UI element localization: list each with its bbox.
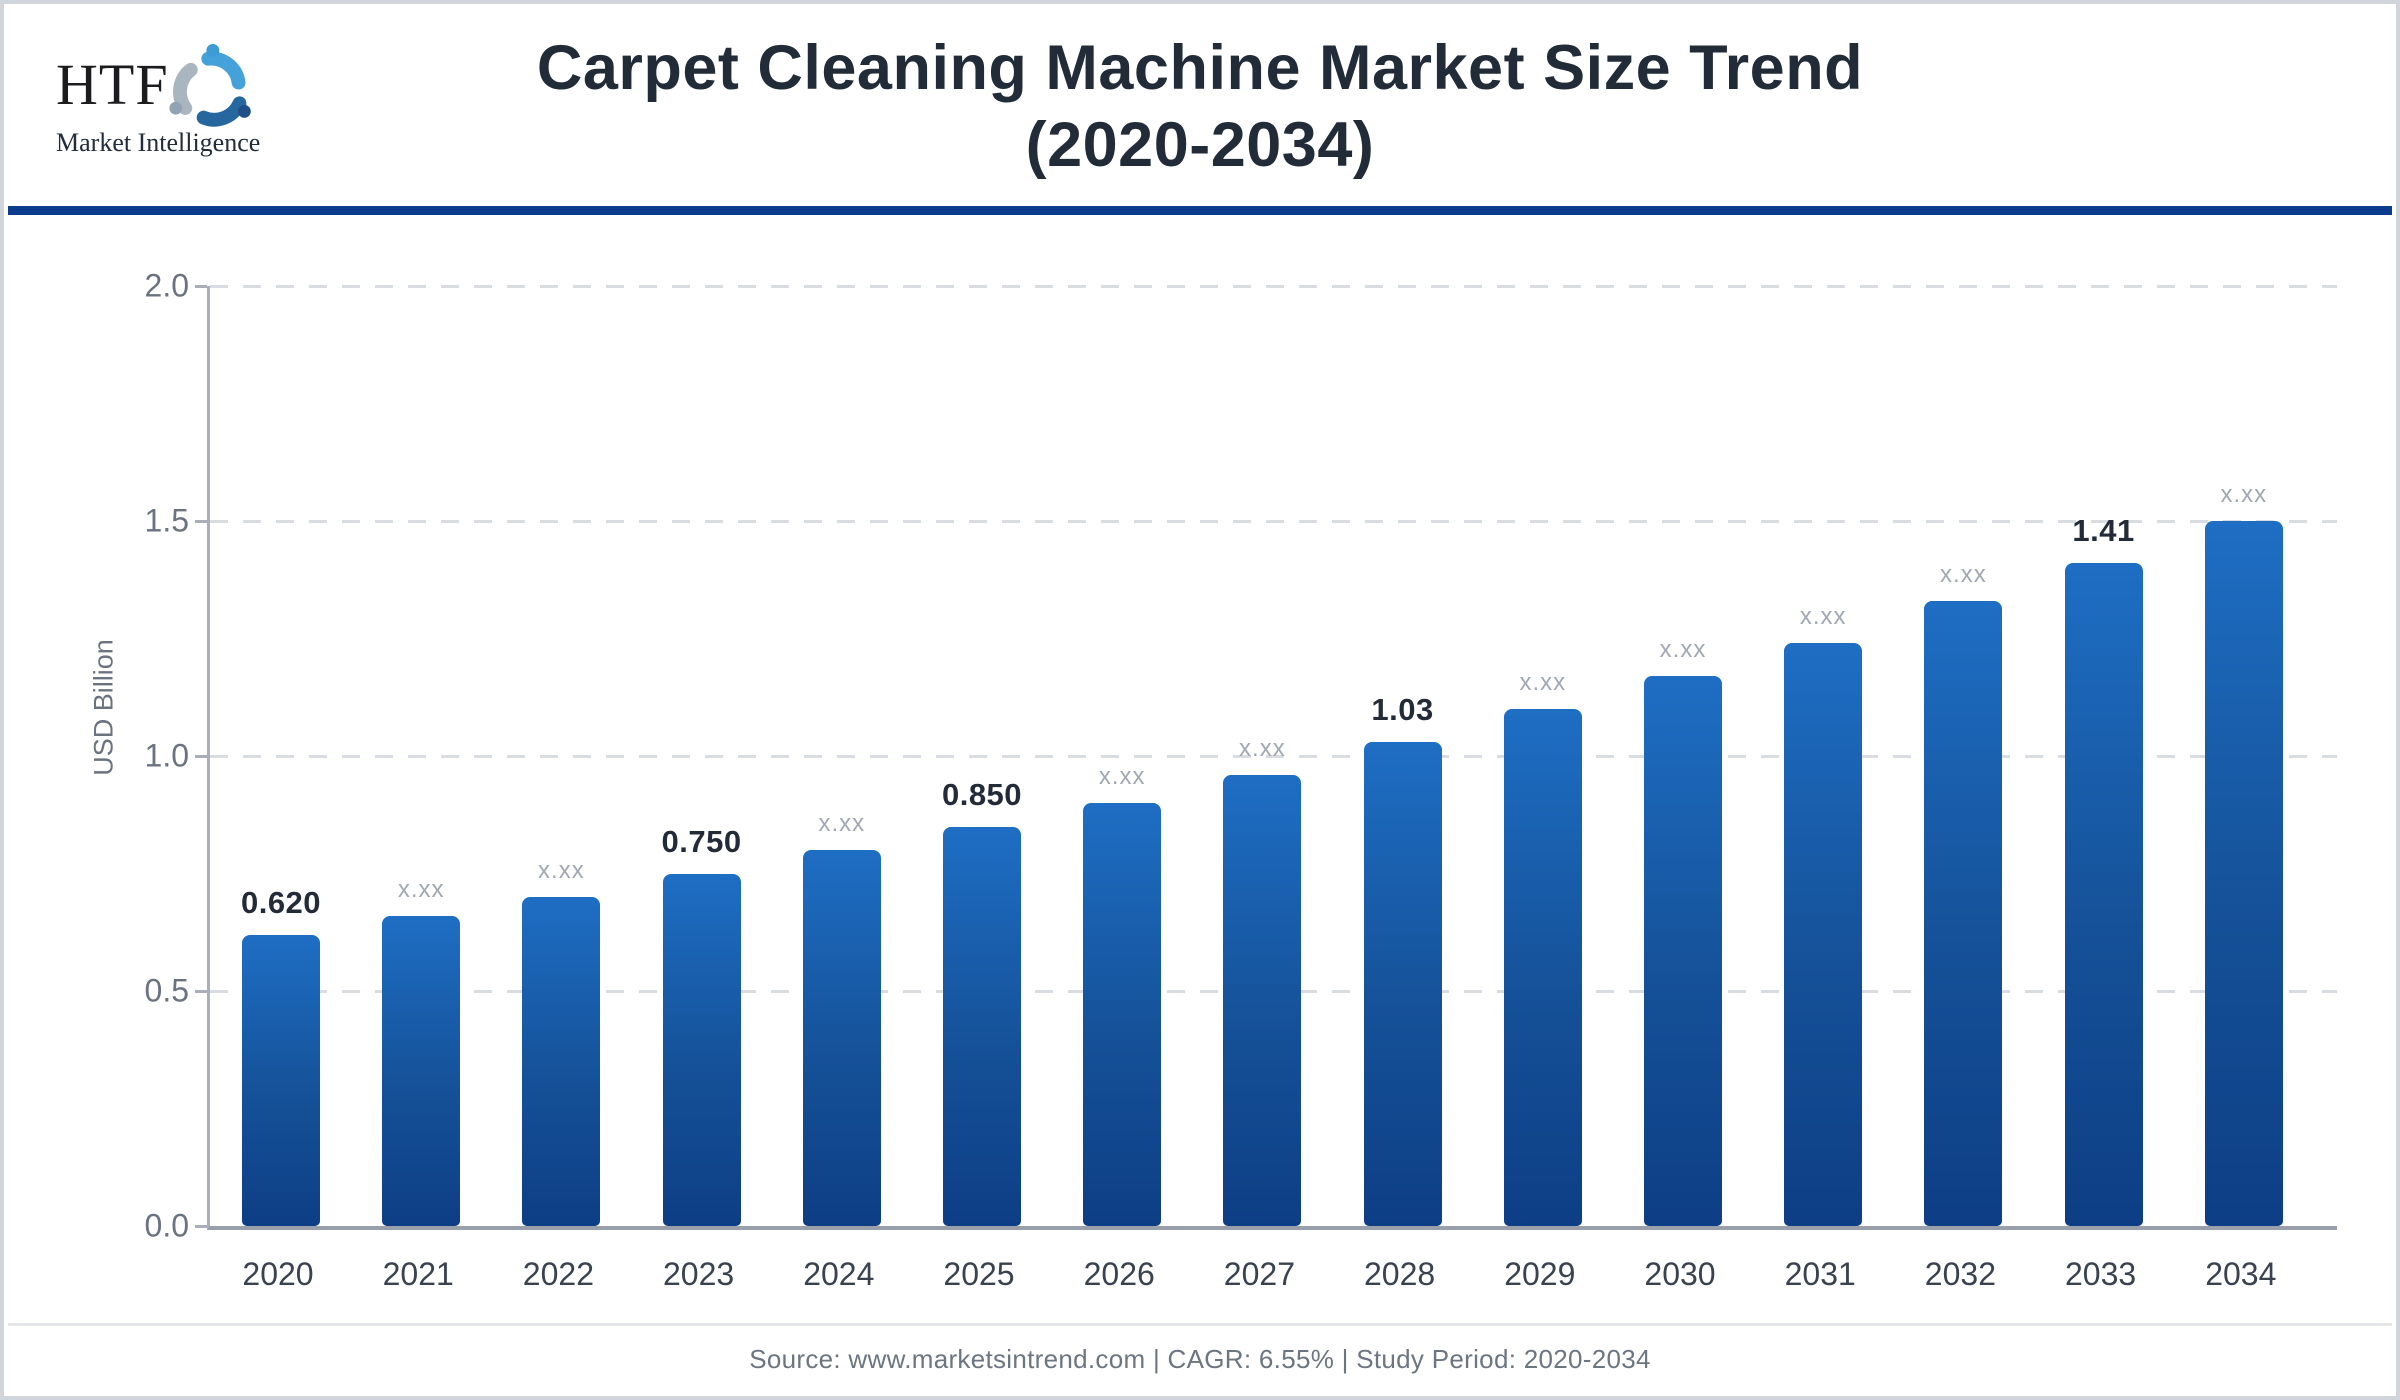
bar-value-label-2022: x.xx [538, 857, 585, 884]
bar-value-label-2028: 1.03 [1371, 691, 1434, 727]
bar-value-label-2030: x.xx [1659, 636, 1707, 664]
bar-value-label-2025: 0.850 [941, 776, 1023, 812]
x-axis-label-2034: 2034 [2205, 1256, 2277, 1292]
y-tick-mark [195, 755, 207, 758]
bar-2023 [662, 873, 741, 1226]
bar-2024 [802, 850, 881, 1226]
x-axis-label-2033: 2033 [2065, 1256, 2137, 1292]
x-axis-label-2020: 2020 [242, 1256, 314, 1292]
chart-title: Carpet Cleaning Machine Market Size Tren… [4, 30, 2396, 184]
bar-chart: USD Billion 0.620 x.xx x.xx 0.750 x.xx 0.850 x… [4, 4, 2396, 1396]
bar-2021 [382, 915, 461, 1226]
bar-value-label-2026: x.xx [1098, 763, 1146, 790]
bar-value-label-2023: 0.750 [661, 823, 742, 859]
y-tick-label-0.5: 0.5 [144, 972, 189, 1009]
x-axis-label-2030: 2030 [1644, 1256, 1716, 1292]
y-tick-label-0.0: 0.0 [144, 1207, 189, 1244]
logo-acronym: HTF [56, 52, 169, 117]
bar-value-label-2024: x.xx [818, 810, 866, 837]
y-tick-label-2.0: 2.0 [144, 267, 189, 304]
x-axis-label-2026: 2026 [1083, 1256, 1155, 1292]
bar-value-label-2020: 0.620 [240, 884, 322, 920]
y-tick-mark [195, 285, 207, 288]
x-axis-label-2031: 2031 [1784, 1256, 1856, 1292]
y-axis-title: USD Billion [88, 639, 119, 776]
bar-2026 [1083, 803, 1162, 1226]
gridline-2.0 [210, 285, 2337, 288]
footer-source-text: Source: www.marketsintrend.com | CAGR: 6… [749, 1344, 1651, 1374]
bar-value-label-2021: x.xx [397, 875, 445, 903]
x-axis-label-2032: 2032 [1924, 1256, 1996, 1292]
bar-2029 [1503, 709, 1582, 1226]
bar-value-label-2034: x.xx [2220, 481, 2268, 508]
bar-2032 [1924, 600, 2003, 1226]
bar-value-label-2027: x.xx [1239, 734, 1286, 762]
bar-2022 [522, 897, 601, 1226]
x-axis-label-2024: 2024 [803, 1256, 875, 1292]
plot-area: 0.620 x.xx x.xx 0.750 x.xx 0.850 x.xx x.xx 1.03 x… [207, 285, 2337, 1230]
bar-2028 [1363, 741, 1442, 1226]
footer-divider [8, 1323, 2392, 1326]
x-axis-label-2028: 2028 [1364, 1256, 1436, 1292]
chart-title-line2: (2020-2034) [1025, 110, 1375, 180]
y-tick-mark [195, 990, 207, 993]
x-axis-label-2029: 2029 [1504, 1256, 1576, 1292]
x-axis-label-2021: 2021 [382, 1256, 454, 1292]
header-divider-rule [8, 206, 2392, 215]
bar-value-label-2031: x.xx [1799, 603, 1847, 631]
logo-subtitle: Market Intelligence [56, 128, 261, 157]
bar-2030 [1644, 676, 1722, 1226]
x-axis-label-2025: 2025 [943, 1256, 1015, 1292]
x-axis-label-2022: 2022 [522, 1256, 594, 1292]
bar-2020 [242, 934, 320, 1226]
bar-2027 [1223, 774, 1302, 1226]
gridline-1.5 [210, 520, 2337, 523]
bar-value-label-2029: x.xx [1519, 669, 1567, 696]
bar-value-label-2033: 1.41 [2072, 513, 2135, 549]
logo-swirl-icon [168, 44, 251, 127]
x-axis-label-2023: 2023 [663, 1256, 735, 1292]
y-tick-label-1.5: 1.5 [144, 502, 189, 539]
bar-2025 [943, 826, 1021, 1226]
gridline-1.0 [210, 755, 2337, 758]
chart-title-line1: Carpet Cleaning Machine Market Size Tren… [536, 33, 1864, 103]
y-tick-label-1.0: 1.0 [144, 737, 189, 774]
bar-2031 [1784, 643, 1863, 1226]
y-tick-mark [195, 1225, 207, 1228]
y-tick-mark [195, 520, 207, 523]
bar-value-label-2032: x.xx [1940, 560, 1987, 588]
x-axis-label-2027: 2027 [1223, 1256, 1295, 1292]
bar-2033 [2064, 563, 2143, 1226]
htf-logo: HTF Market Intelligence [56, 44, 276, 170]
bar-2034 [2204, 521, 2283, 1226]
